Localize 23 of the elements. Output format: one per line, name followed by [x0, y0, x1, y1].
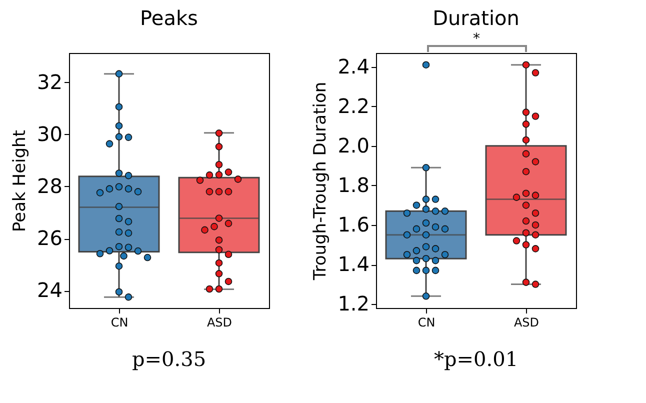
x-tick-label: CN [110, 316, 128, 330]
y-tick-label: 26 [37, 226, 62, 250]
y-axis-title: Trough-Trough Duration [310, 82, 331, 282]
y-tick-label: 1.6 [338, 212, 370, 236]
y-tick-label: 2.2 [338, 94, 370, 118]
y-tick-label: 2.0 [338, 133, 370, 158]
y-axis-title: Peak Height [10, 130, 30, 232]
chart-title: Peaks [140, 6, 198, 30]
y-tick-label: 1.4 [338, 252, 370, 276]
y-tick-label: 2.4 [338, 54, 370, 78]
text: * [472, 30, 481, 46]
y-tick-label: 24 [37, 278, 62, 302]
chart-title: Duration [432, 6, 520, 30]
x-tick-label: ASD [514, 316, 540, 330]
text: p=0.35 [132, 347, 206, 371]
y-tick-label: 1.8 [338, 172, 370, 197]
y-tick-label: 30 [37, 122, 62, 146]
x-tick-label: ASD [206, 316, 232, 330]
x-tick-label: CN [418, 316, 436, 330]
y-tick-label: 1.2 [338, 292, 370, 316]
y-tick-label: 32 [37, 70, 62, 94]
y-tick-label: 28 [37, 174, 62, 198]
text: *p=0.01 [434, 347, 518, 371]
